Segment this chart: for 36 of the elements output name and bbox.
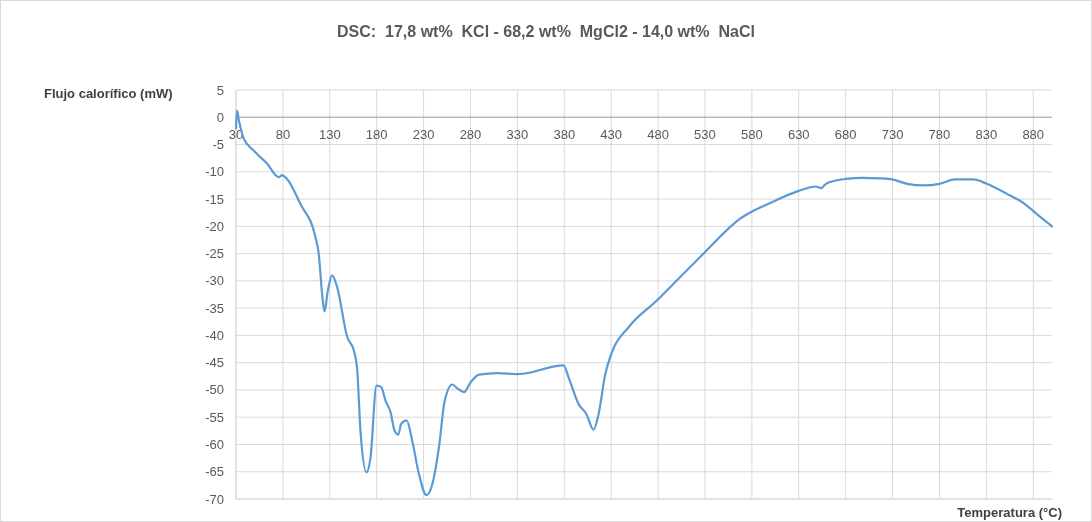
chart-title: DSC: 17,8 wt% KCl - 68,2 wt% MgCl2 - 14,0 wt% NaCl bbox=[337, 23, 755, 40]
y-tick-label: -50 bbox=[205, 382, 224, 398]
x-tick-label: 80 bbox=[275, 127, 291, 143]
y-tick-label: 5 bbox=[216, 82, 224, 98]
y-tick-label: -60 bbox=[205, 437, 224, 453]
y-tick-label: 0 bbox=[216, 109, 224, 125]
y-tick-label: -45 bbox=[205, 355, 224, 371]
y-tick-label: -70 bbox=[205, 491, 224, 507]
x-tick-label: 530 bbox=[694, 127, 716, 143]
x-tick-label: 680 bbox=[834, 127, 857, 143]
y-tick-label: -25 bbox=[205, 246, 224, 262]
x-tick-label: 830 bbox=[975, 127, 998, 143]
y-tick-label: -55 bbox=[205, 409, 224, 425]
x-tick-label: 230 bbox=[412, 127, 435, 143]
x-tick-label: 480 bbox=[647, 127, 669, 143]
x-tick-label: 780 bbox=[928, 127, 951, 143]
x-axis-title: Temperatura (°C) bbox=[957, 505, 1062, 520]
x-tick-label: 180 bbox=[365, 127, 388, 143]
x-tick-label: 730 bbox=[881, 127, 904, 143]
x-tick-label: 380 bbox=[553, 127, 576, 143]
y-tick-label: -35 bbox=[205, 300, 224, 316]
y-tick-label: -30 bbox=[205, 273, 224, 289]
x-tick-label: 130 bbox=[318, 127, 341, 143]
y-tick-label: -65 bbox=[205, 464, 224, 480]
x-tick-label: 430 bbox=[600, 127, 623, 143]
y-tick-label: -10 bbox=[205, 164, 224, 180]
y-tick-label: -5 bbox=[212, 137, 224, 153]
y-tick-label: -40 bbox=[205, 327, 224, 343]
x-tick-label: 880 bbox=[1022, 127, 1045, 143]
x-tick-label: 630 bbox=[787, 127, 810, 143]
y-tick-label: -15 bbox=[205, 191, 224, 207]
y-axis-title: Flujo calorífico (mW) bbox=[44, 86, 173, 101]
x-tick-label: 280 bbox=[459, 127, 482, 143]
x-tick-label: 580 bbox=[741, 127, 763, 143]
x-tick-label: 330 bbox=[506, 127, 529, 143]
y-tick-label: -20 bbox=[205, 218, 224, 234]
